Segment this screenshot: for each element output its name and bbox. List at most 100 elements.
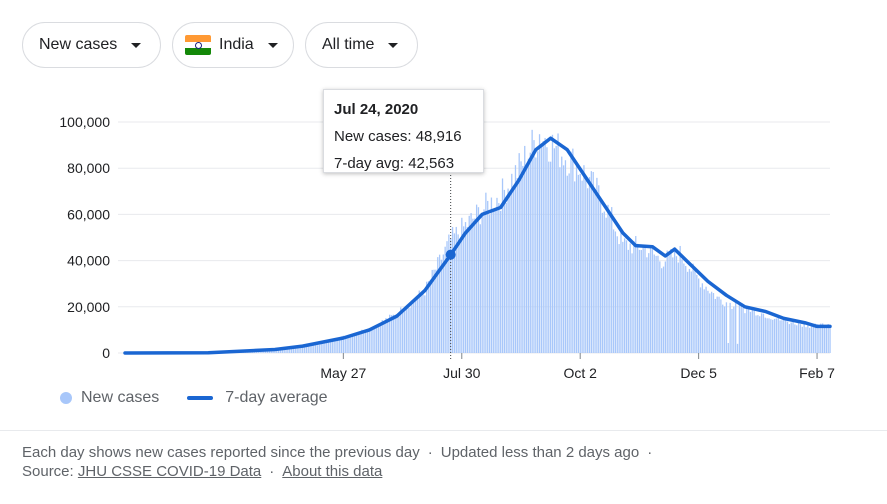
new-cases-bar — [827, 324, 829, 353]
new-cases-bar — [727, 343, 729, 353]
new-cases-bar — [799, 324, 802, 353]
new-cases-bar — [729, 302, 731, 353]
new-cases-bar — [775, 318, 778, 353]
new-cases-bar — [387, 319, 389, 353]
new-cases-bar — [757, 315, 759, 353]
new-cases-bar — [749, 311, 752, 353]
new-cases-bar — [723, 306, 726, 353]
new-cases-bar — [746, 308, 748, 353]
tooltip-new-cases: New cases: 48,916 — [334, 128, 462, 145]
time-range-dropdown[interactable]: All time — [305, 22, 418, 68]
new-cases-bar — [599, 200, 602, 353]
new-cases-bars[interactable] — [126, 129, 831, 353]
x-tick-label: Jul 30 — [443, 365, 481, 381]
new-cases-bar — [424, 295, 426, 353]
seven-day-average-line[interactable] — [123, 136, 832, 355]
x-tick-label: Oct 2 — [563, 365, 597, 381]
new-cases-bar — [303, 346, 306, 353]
new-cases-bar — [668, 252, 670, 353]
y-tick-label: 0 — [102, 345, 110, 361]
new-cases-bar — [742, 307, 744, 353]
footer-updated: Updated less than 2 days ago — [440, 444, 640, 461]
new-cases-bar — [614, 231, 617, 353]
new-cases-bar — [472, 218, 474, 353]
new-cases-bar — [716, 296, 718, 353]
new-cases-bar — [487, 200, 489, 353]
new-cases-bar — [725, 302, 728, 353]
new-cases-bar — [451, 227, 454, 353]
new-cases-bar — [431, 269, 433, 353]
new-cases-bar — [672, 257, 674, 353]
new-cases-bar — [753, 309, 755, 353]
new-cases-bar — [625, 240, 628, 353]
new-cases-bar — [783, 318, 785, 353]
new-cases-bar — [585, 176, 587, 353]
new-cases-bar — [442, 254, 444, 353]
tooltip-average: 7-day avg: 42,563 — [334, 155, 455, 172]
about-data-link[interactable]: About this data — [282, 463, 383, 480]
new-cases-bar — [307, 346, 309, 353]
new-cases-bar — [607, 204, 609, 353]
new-cases-bar — [290, 349, 293, 353]
new-cases-bar — [481, 213, 483, 353]
new-cases-bar — [807, 325, 809, 353]
new-cases-bar — [276, 349, 278, 353]
new-cases-bar — [313, 344, 315, 353]
new-cases-bar — [803, 322, 805, 353]
cases-chart[interactable]: 100,000 80,000 60,000 40,000 20,000 0 May 27 J… — [0, 0, 887, 430]
new-cases-bar — [479, 224, 481, 353]
new-cases-bar — [609, 212, 611, 353]
new-cases-bar — [829, 325, 831, 353]
new-cases-bar — [642, 245, 644, 353]
new-cases-bar — [594, 193, 596, 353]
new-cases-bar — [596, 177, 598, 353]
new-cases-bar — [403, 311, 406, 353]
new-cases-bar — [551, 134, 554, 353]
new-cases-bar — [636, 243, 639, 353]
new-cases-bar — [363, 332, 365, 353]
new-cases-bar — [738, 304, 741, 353]
new-cases-bar — [292, 348, 295, 353]
line-legend-swatch — [187, 396, 214, 400]
new-cases-bar — [474, 218, 476, 353]
new-cases-bar — [529, 152, 531, 353]
new-cases-bar — [272, 349, 274, 353]
new-cases-bar — [302, 347, 304, 353]
new-cases-bar — [644, 246, 646, 353]
new-cases-bar — [322, 342, 324, 353]
new-cases-bar — [592, 171, 594, 353]
new-cases-bar — [427, 281, 430, 353]
new-cases-bar — [603, 211, 605, 353]
new-cases-bar — [287, 349, 289, 353]
new-cases-bar — [446, 241, 448, 353]
region-dropdown[interactable]: India — [172, 22, 294, 68]
new-cases-bar — [524, 145, 526, 353]
new-cases-bar — [400, 307, 402, 353]
new-cases-bar — [677, 262, 679, 353]
new-cases-bar — [627, 249, 630, 353]
new-cases-bar — [586, 188, 589, 353]
new-cases-bar — [437, 257, 439, 353]
new-cases-bar — [570, 151, 572, 353]
new-cases-bar — [466, 226, 469, 353]
new-cases-bar — [579, 173, 581, 353]
new-cases-bar — [618, 244, 620, 353]
new-cases-bar — [309, 346, 311, 353]
new-cases-bar — [533, 140, 535, 353]
new-cases-bar — [542, 141, 544, 353]
new-cases-bar — [346, 335, 348, 353]
new-cases-bar — [305, 346, 308, 353]
new-cases-bar — [662, 266, 665, 353]
new-cases-bar — [598, 185, 600, 353]
metric-dropdown[interactable]: New cases — [22, 22, 161, 68]
new-cases-bar — [544, 137, 546, 353]
new-cases-bar — [289, 348, 291, 353]
new-cases-bar — [444, 246, 446, 353]
new-cases-bar — [707, 290, 709, 353]
new-cases-bar — [326, 341, 328, 353]
source-link[interactable]: JHU CSSE COVID-19 Data — [77, 463, 262, 480]
new-cases-bar — [562, 165, 565, 353]
hover-marker — [445, 172, 456, 359]
new-cases-bar — [490, 197, 493, 353]
new-cases-bar — [368, 328, 370, 353]
